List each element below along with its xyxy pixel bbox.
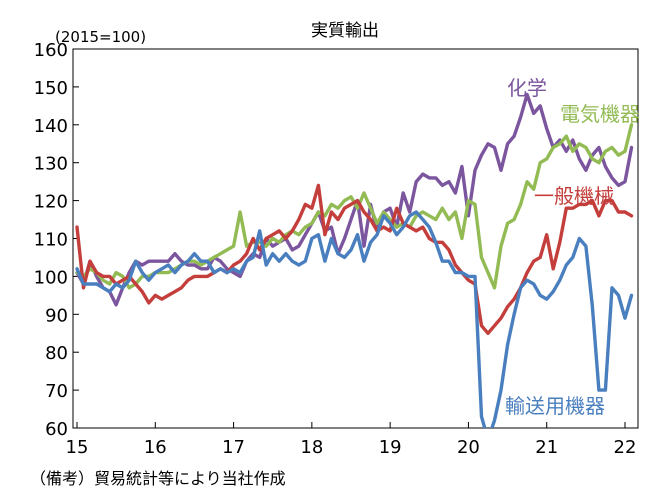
x-tick-label: 19 [379, 437, 402, 458]
y-tick-label: 130 [34, 154, 68, 175]
y-tick-label: 160 [34, 40, 68, 61]
series-label-3: 輸送用機器 [505, 394, 605, 418]
series-label-2: 一般機械 [534, 184, 614, 208]
source-note: （備考）貿易統計等により当社作成 [30, 469, 286, 488]
y-tick-label: 150 [34, 78, 68, 99]
chart-title: 実質輸出 [311, 21, 379, 41]
x-tick-label: 15 [66, 437, 89, 458]
series-line-2 [75, 183, 634, 335]
y-tick-label: 80 [45, 343, 68, 364]
series-group [75, 92, 634, 428]
series-line-0 [75, 92, 634, 307]
series-label-1: 電気機器 [560, 102, 640, 126]
series-line-3 [75, 210, 634, 428]
plot-area: 60 70 80 90 100 110 120 130 140 150 160 15 16 17 18 19 2… [34, 40, 640, 458]
unit-label: (2015=100) [55, 28, 146, 46]
x-tick-label: 18 [300, 437, 323, 458]
y-tick-label: 110 [34, 230, 68, 251]
x-tick-label: 22 [614, 437, 637, 458]
y-tick-label: 60 [45, 419, 68, 440]
y-tick-label: 140 [34, 116, 68, 137]
x-tick-label: 20 [457, 437, 480, 458]
y-tick-label: 120 [34, 192, 68, 213]
x-tick-label: 17 [222, 437, 245, 458]
y-tick-label: 70 [45, 381, 68, 402]
y-tick-label: 90 [45, 305, 68, 326]
x-tick-label: 21 [535, 437, 558, 458]
y-tick-label: 100 [34, 267, 68, 288]
x-tick-label: 16 [144, 437, 167, 458]
series-label-0: 化学 [507, 76, 547, 100]
